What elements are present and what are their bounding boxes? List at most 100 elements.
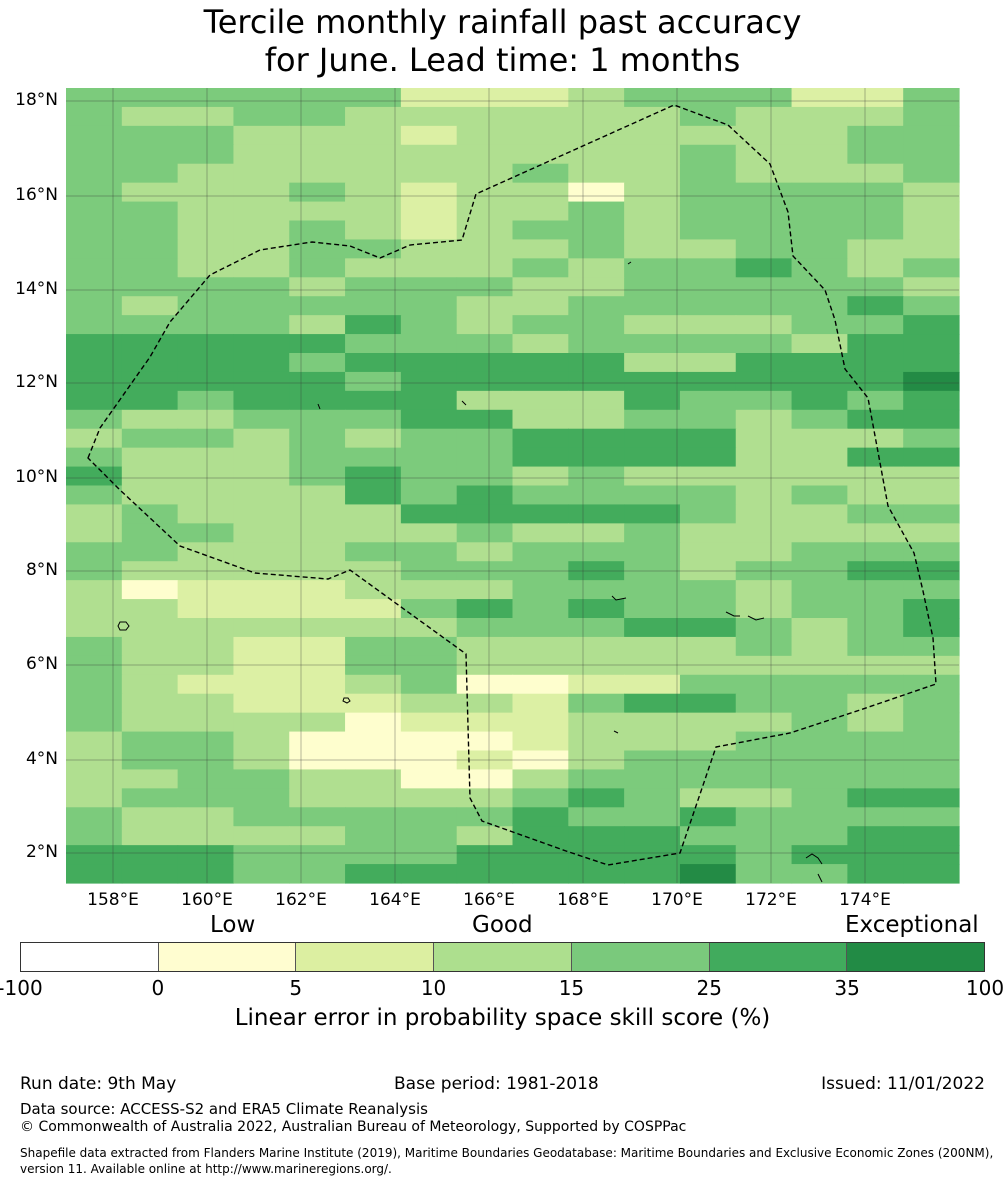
grid-cell xyxy=(512,523,569,543)
grid-cell xyxy=(177,561,235,581)
grid-cell xyxy=(512,466,569,487)
grid-cell xyxy=(177,466,235,487)
grid-cell xyxy=(233,106,290,127)
grid-cell xyxy=(289,144,346,165)
grid-cell xyxy=(847,182,904,203)
grid-cell xyxy=(735,750,793,771)
grid-cell xyxy=(512,315,569,335)
grid-cell xyxy=(233,655,290,676)
grid-cell xyxy=(679,315,737,335)
grid-cell xyxy=(847,390,904,411)
grid-cell xyxy=(847,258,904,278)
grid-cell xyxy=(791,542,848,562)
grid-cell xyxy=(791,428,848,449)
grid-cell xyxy=(679,201,737,222)
map-title-line-2: for June. Lead time: 1 months xyxy=(264,41,741,79)
grid-cell xyxy=(903,334,960,354)
grid-cell xyxy=(233,409,290,430)
grid-cell xyxy=(456,826,514,846)
grid-cell xyxy=(400,409,458,430)
grid-cell xyxy=(847,144,904,165)
grid-cell xyxy=(679,693,737,714)
grid-cell xyxy=(456,864,514,884)
grid-cell xyxy=(903,182,960,203)
grid-cell xyxy=(568,693,625,714)
grid-cell xyxy=(847,599,904,619)
colorbar-segment xyxy=(571,943,710,971)
grid-cell xyxy=(735,485,793,506)
grid-cell xyxy=(624,542,681,562)
grid-cell xyxy=(512,220,569,241)
grid-cell xyxy=(289,447,346,468)
grid-cell xyxy=(791,182,848,203)
grid-cell xyxy=(624,655,681,676)
shapefile-credit-line-2: version 11. Available online at http://w… xyxy=(20,1162,392,1176)
grid-cell xyxy=(400,315,458,335)
grid-cell xyxy=(121,163,179,184)
colorbar-segment xyxy=(21,943,159,971)
grid-cell xyxy=(66,371,123,392)
grid-cell xyxy=(735,864,793,884)
grid-cell xyxy=(624,504,681,524)
grid-cell xyxy=(679,864,737,884)
legend-category-low: Low xyxy=(210,912,256,938)
grid-cell xyxy=(121,655,179,676)
grid-cell xyxy=(512,334,569,354)
latitude-tick: 16°N xyxy=(15,185,58,205)
grid-cell xyxy=(847,504,904,524)
grid-cell xyxy=(345,580,402,600)
grid-cell xyxy=(512,88,569,108)
grid-cell xyxy=(847,277,904,297)
grid-cell xyxy=(512,655,569,676)
grid-cell xyxy=(847,239,904,259)
grid-cell xyxy=(568,655,625,676)
grid-cell xyxy=(345,807,402,827)
grid-cell xyxy=(233,88,290,108)
grid-cell xyxy=(233,371,290,392)
grid-cell xyxy=(791,277,848,297)
grid-cell xyxy=(233,580,290,600)
grid-cell xyxy=(121,277,179,297)
grid-cell xyxy=(456,163,514,184)
grid-cell xyxy=(121,618,179,638)
grid-cell xyxy=(400,826,458,846)
grid-cell xyxy=(624,144,681,165)
grid-cell xyxy=(624,353,681,373)
grid-cell xyxy=(791,826,848,846)
grid-cell xyxy=(456,409,514,430)
grid-cell xyxy=(66,315,123,335)
grid-cell xyxy=(512,258,569,278)
grid-cell xyxy=(847,163,904,184)
grid-cell xyxy=(233,769,290,789)
grid-cell xyxy=(679,239,737,259)
grid-cell xyxy=(177,750,235,771)
grid-cell xyxy=(679,182,737,203)
grid-cell xyxy=(289,693,346,714)
grid-cell xyxy=(121,182,179,203)
grid-cell xyxy=(177,353,235,373)
grid-cell xyxy=(233,788,290,808)
grid-cell xyxy=(568,163,625,184)
grid-cell xyxy=(903,769,960,789)
grid-cell xyxy=(400,712,458,733)
grid-cell xyxy=(121,296,179,316)
grid-cell xyxy=(400,731,458,752)
grid-cell xyxy=(289,731,346,752)
grid-cell xyxy=(121,144,179,165)
grid-cell xyxy=(568,447,625,468)
grid-cell xyxy=(121,466,179,487)
grid-cell xyxy=(791,258,848,278)
grid-cell xyxy=(735,599,793,619)
grid-cell xyxy=(679,826,737,846)
grid-cell xyxy=(289,88,346,108)
grid-cell xyxy=(512,163,569,184)
grid-cell xyxy=(568,561,625,581)
grid-cell xyxy=(624,163,681,184)
longitude-tick: 174°E xyxy=(839,890,891,910)
grid-cell xyxy=(735,712,793,733)
grid-cell xyxy=(177,712,235,733)
grid-cell xyxy=(233,674,290,695)
grid-cell xyxy=(456,315,514,335)
grid-cell xyxy=(679,88,737,108)
longitude-tick: 166°E xyxy=(463,890,515,910)
